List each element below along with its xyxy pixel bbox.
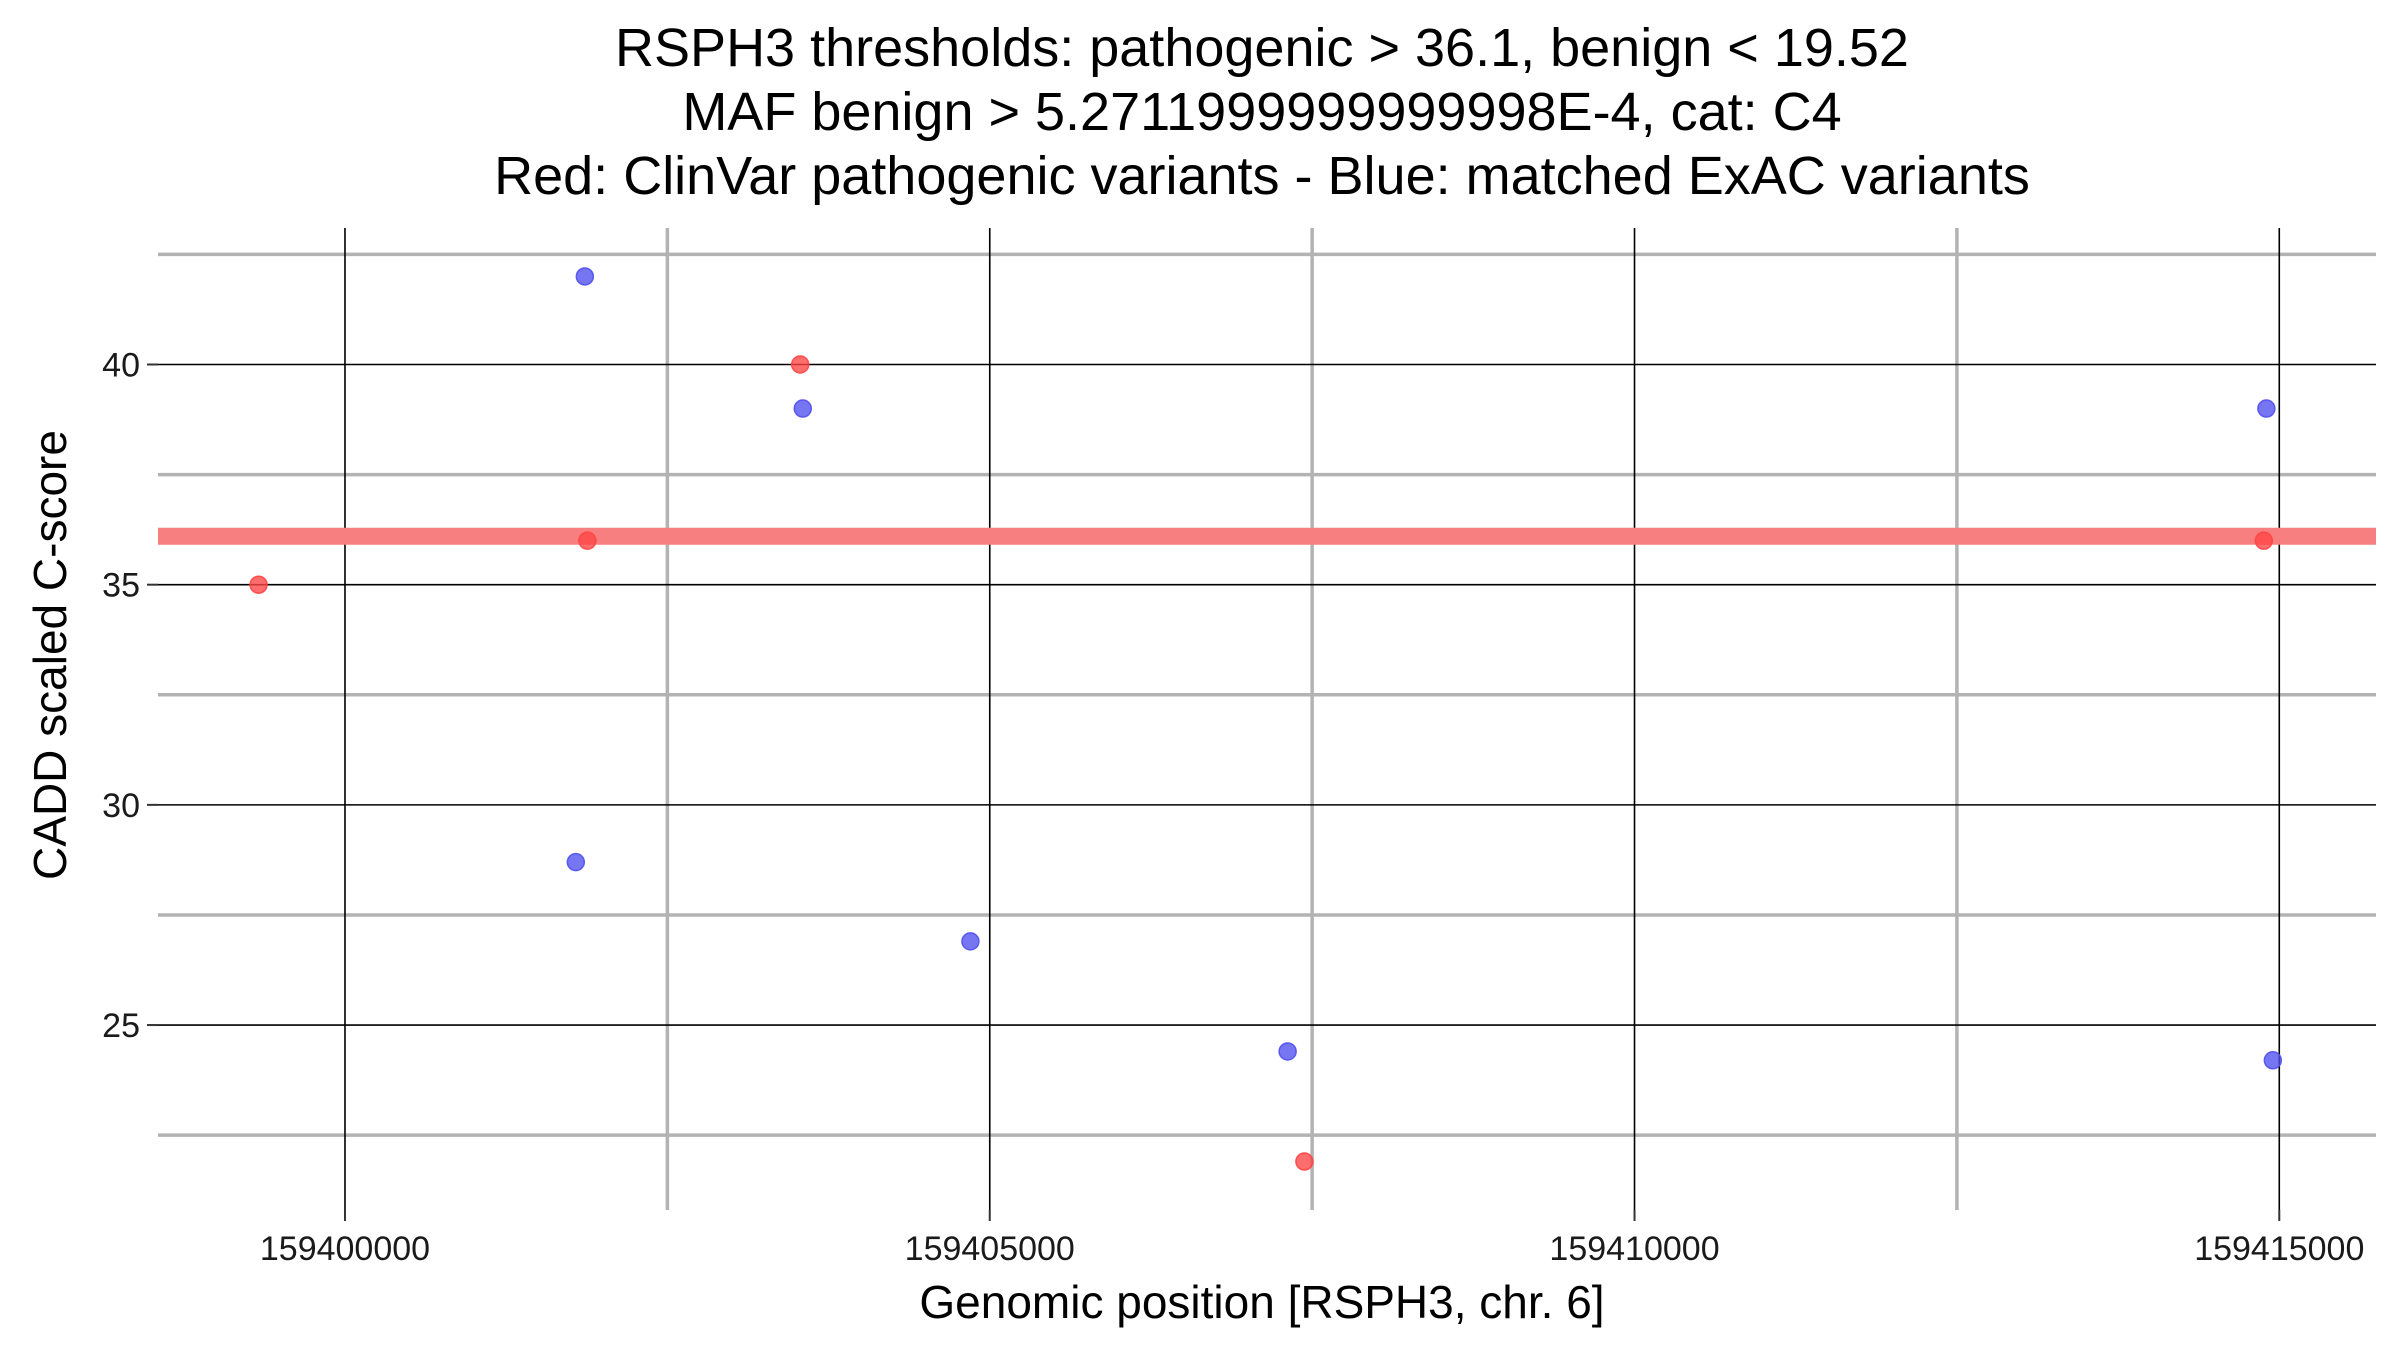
clinvar-pathogenic-point (790, 355, 810, 374)
clinvar-pathogenic-point (1295, 1152, 1314, 1171)
y-axis-ticks: 25 30 35 40 (102, 347, 158, 1045)
exac-variant-point (961, 932, 980, 951)
y-tick-label: 40 (102, 347, 140, 385)
chart-title-line-2: MAF benign > 5.2711999999999998E-4, cat:… (682, 82, 1841, 142)
exac-variant-point (2263, 1051, 2283, 1070)
x-axis-ticks: 159400000 159405000 159410000 159415000 (260, 1210, 2364, 1268)
x-tick-label: 159400000 (260, 1230, 430, 1268)
minor-gridlines (158, 228, 2376, 1210)
y-tick-label: 25 (102, 1007, 140, 1045)
x-tick-label: 159410000 (1549, 1230, 1719, 1268)
y-axis-title: CADD scaled C-score (24, 430, 76, 880)
major-gridlines (158, 228, 2376, 1210)
x-tick-label: 159405000 (905, 1230, 1075, 1268)
chart-title-line-3: Red: ClinVar pathogenic variants - Blue:… (494, 146, 2030, 206)
x-tick-label: 159415000 (2194, 1230, 2364, 1268)
exac-variant-point (1278, 1042, 1297, 1061)
clinvar-pathogenic-point (249, 575, 268, 594)
x-axis-title: Genomic position [RSPH3, chr. 6] (919, 1276, 1604, 1328)
data-points (249, 267, 2283, 1171)
exac-variant-point (2257, 399, 2276, 418)
y-tick-label: 30 (102, 787, 140, 825)
chart-title-line-1: RSPH3 thresholds: pathogenic > 36.1, ben… (615, 18, 1909, 78)
y-tick-label: 35 (102, 567, 140, 605)
exac-variant-point (793, 399, 813, 418)
clinvar-pathogenic-point (578, 531, 597, 550)
chart-title: RSPH3 thresholds: pathogenic > 36.1, ben… (494, 18, 2030, 206)
exac-variant-point (575, 267, 595, 286)
exac-variant-point (566, 852, 586, 872)
clinvar-pathogenic-point (2254, 531, 2274, 550)
